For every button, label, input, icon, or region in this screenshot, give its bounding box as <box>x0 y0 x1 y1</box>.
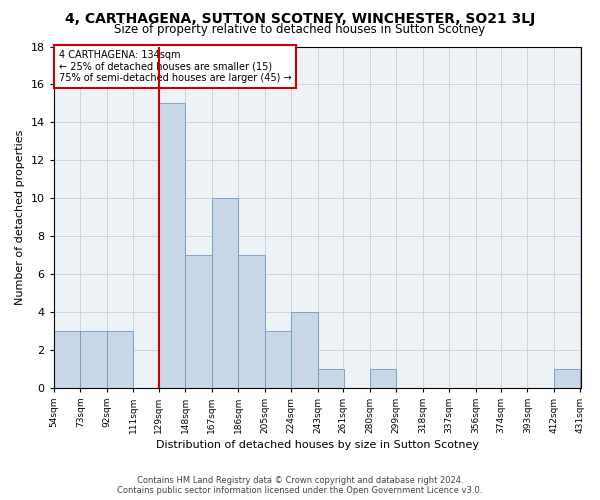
Bar <box>265 331 291 388</box>
Bar <box>238 255 265 388</box>
Text: Contains HM Land Registry data © Crown copyright and database right 2024.
Contai: Contains HM Land Registry data © Crown c… <box>118 476 482 495</box>
Bar <box>107 331 133 388</box>
Bar <box>185 255 212 388</box>
Y-axis label: Number of detached properties: Number of detached properties <box>15 130 25 305</box>
Bar <box>370 368 396 388</box>
X-axis label: Distribution of detached houses by size in Sutton Scotney: Distribution of detached houses by size … <box>155 440 479 450</box>
Text: Size of property relative to detached houses in Sutton Scotney: Size of property relative to detached ho… <box>115 22 485 36</box>
Text: 4 CARTHAGENA: 134sqm
← 25% of detached houses are smaller (15)
75% of semi-detac: 4 CARTHAGENA: 134sqm ← 25% of detached h… <box>59 50 292 83</box>
Text: 4, CARTHAGENA, SUTTON SCOTNEY, WINCHESTER, SO21 3LJ: 4, CARTHAGENA, SUTTON SCOTNEY, WINCHESTE… <box>65 12 535 26</box>
Bar <box>318 368 344 388</box>
Bar <box>212 198 238 388</box>
Bar <box>291 312 318 388</box>
Bar <box>158 104 185 388</box>
Bar <box>554 368 580 388</box>
Bar <box>80 331 107 388</box>
Bar <box>54 331 80 388</box>
